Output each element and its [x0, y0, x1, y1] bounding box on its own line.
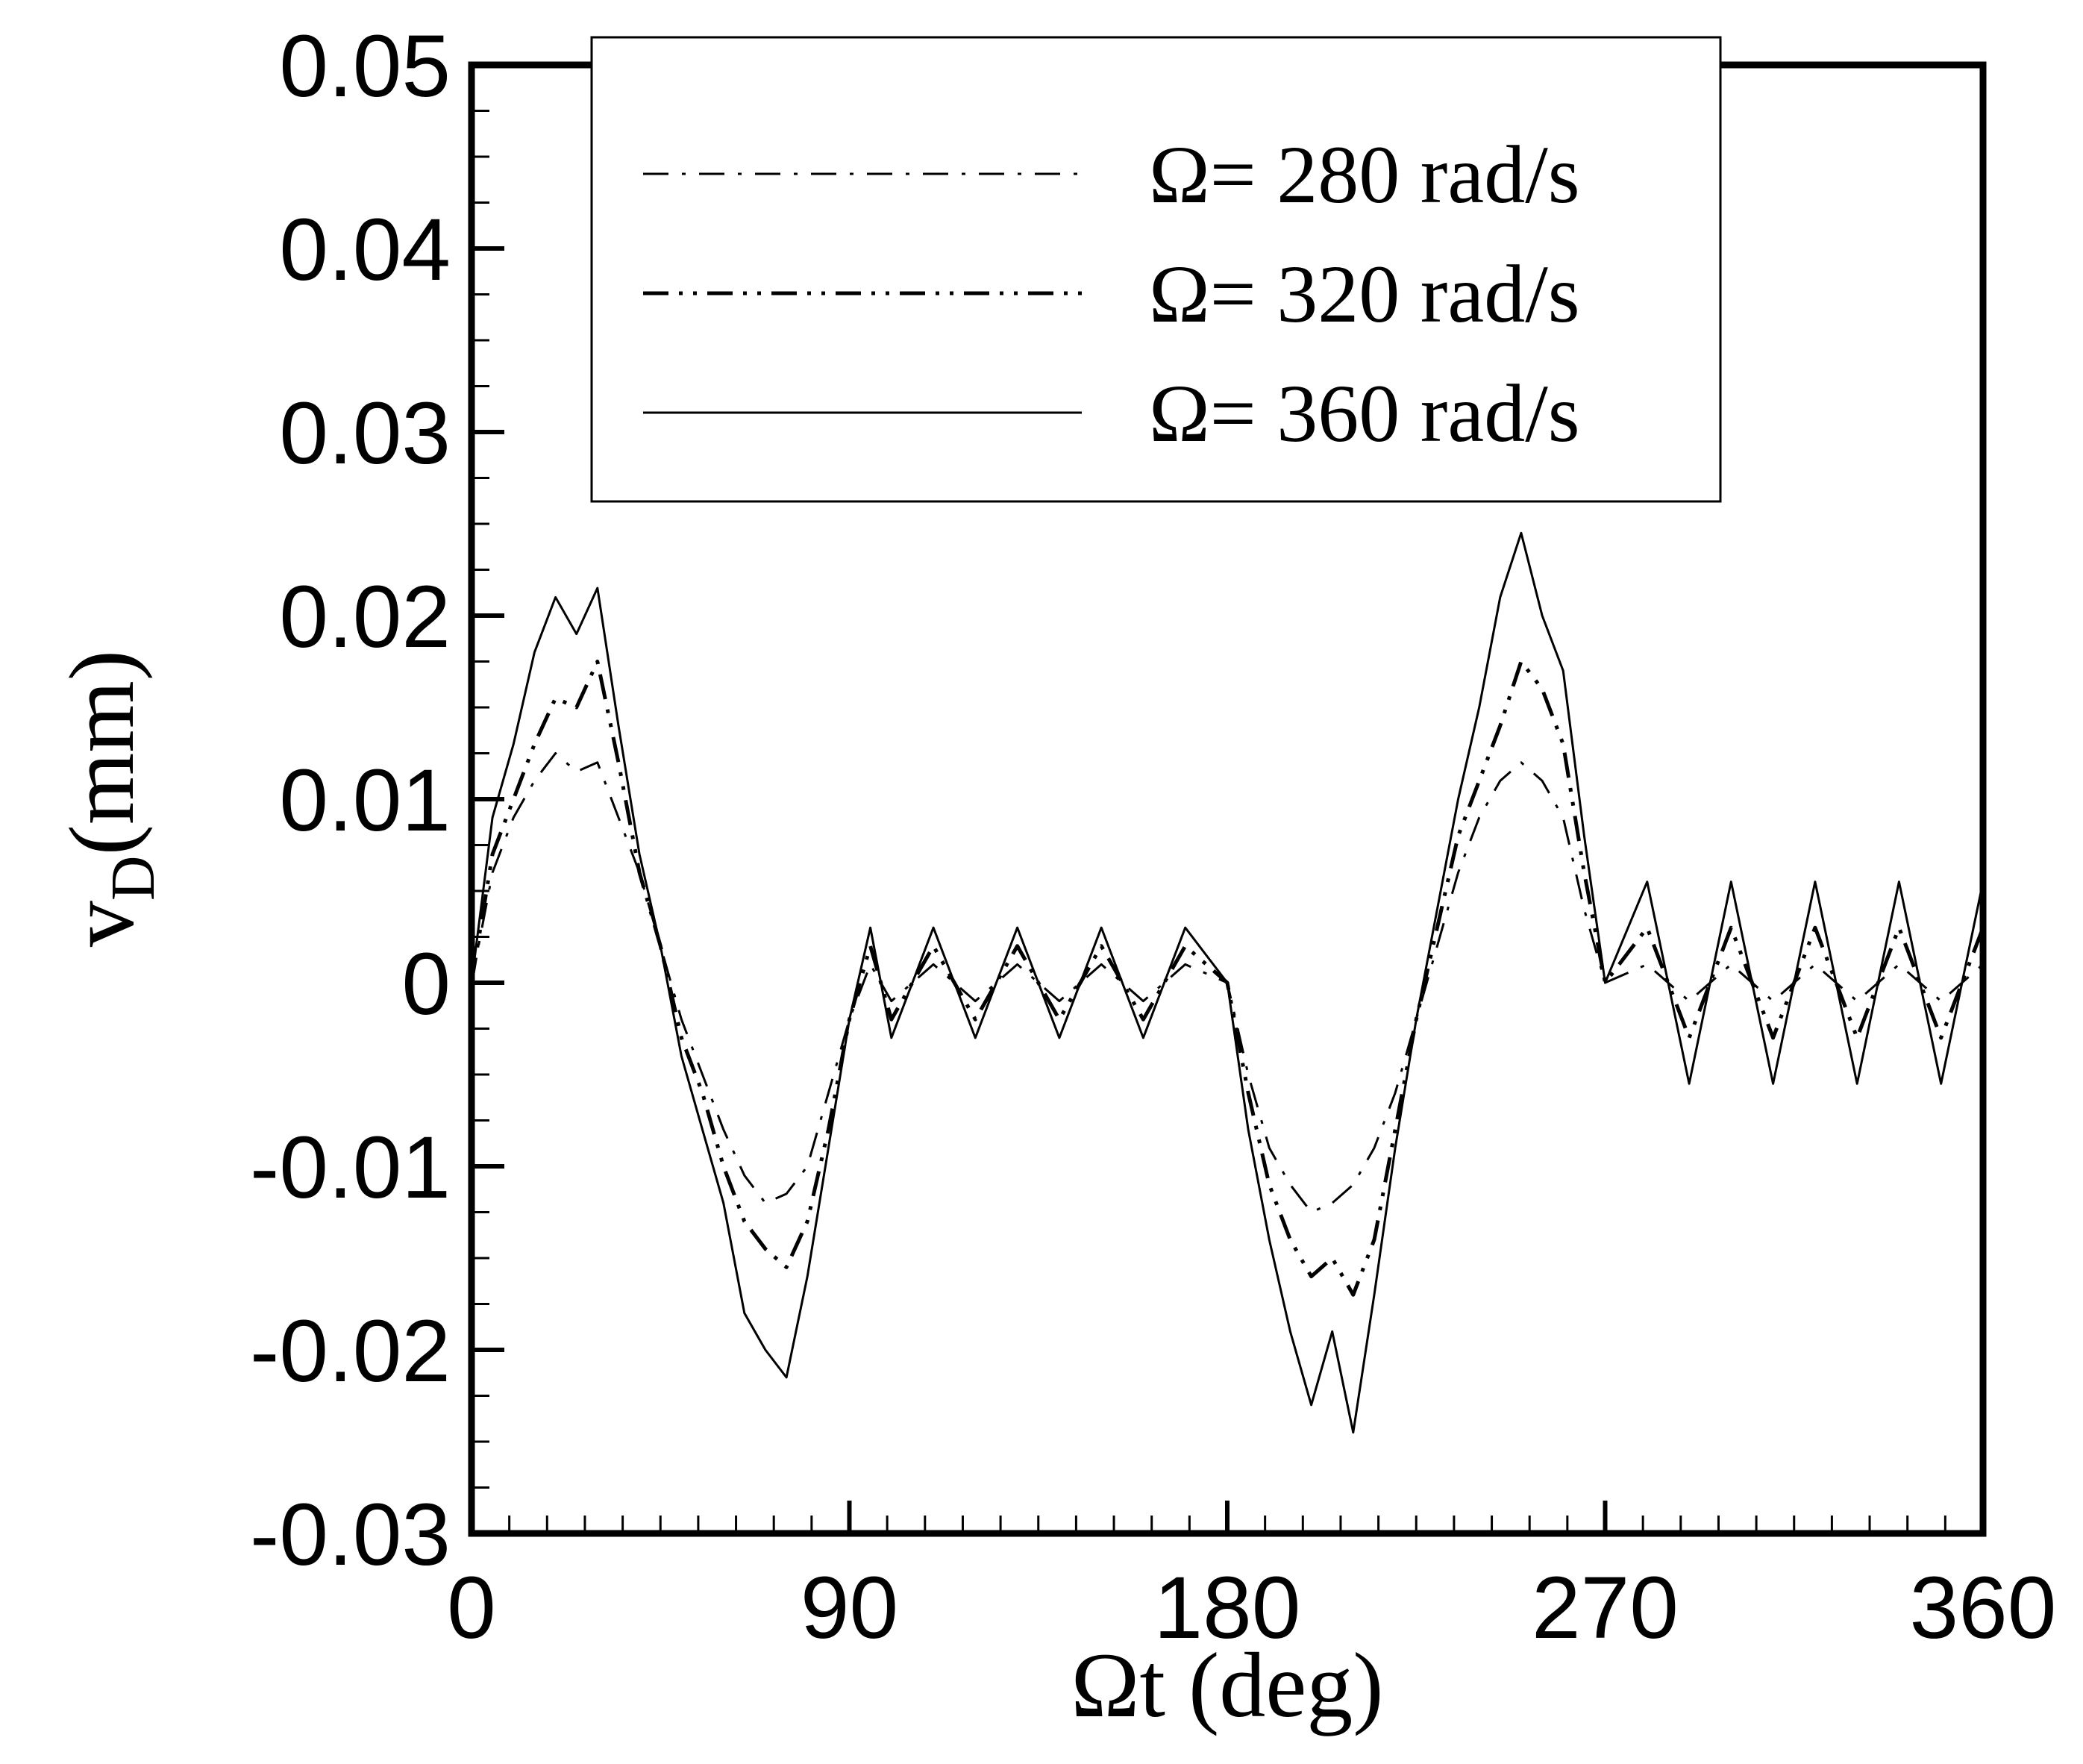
legend-label-2: Ω= 320 rad/s — [1149, 248, 1580, 340]
series-line-3 — [472, 531, 1983, 1434]
y-axis-title-main: v — [51, 901, 153, 947]
legend-box — [590, 36, 1722, 503]
y-tick-label: 0 — [401, 935, 451, 1033]
legend-label-1: Ω= 280 rad/s — [1149, 129, 1580, 220]
tick-labels: 0 90 180 270 360 -0.03 -0.02 -0.01 0 0.01 0.02 0.03… — [250, 17, 2056, 1657]
x-tick-label: 0 — [447, 1559, 496, 1657]
x-tick-label: 270 — [1532, 1559, 1679, 1657]
y-tick-label: 0.01 — [279, 751, 451, 850]
x-tick-label: 180 — [1154, 1559, 1301, 1657]
series-line-1 — [472, 752, 1983, 1213]
y-tick-label: -0.01 — [250, 1119, 451, 1217]
series-lines — [472, 531, 1983, 1434]
y-tick-label: 0.02 — [279, 568, 451, 666]
y-tick-label: 0.03 — [279, 384, 451, 483]
y-tick-label: 0.04 — [279, 201, 451, 299]
y-tick-label: 0.05 — [279, 17, 451, 116]
x-tick-label: 360 — [1910, 1559, 2057, 1657]
y-axis-title: vD(mm) — [51, 650, 168, 947]
y-tick-label: -0.03 — [250, 1486, 451, 1584]
y-tick-label: -0.02 — [250, 1302, 451, 1401]
x-axis-title: Ωt (deg) — [1071, 1634, 1383, 1736]
series-line-2 — [472, 660, 1983, 1297]
legend-label-3: Ω= 360 rad/s — [1149, 368, 1580, 459]
x-tick-label: 90 — [801, 1559, 898, 1657]
y-axis-title-text: vD(mm) — [51, 650, 168, 947]
y-axis-title-sub: D — [98, 855, 168, 901]
legend: Ω= 280 rad/s Ω= 320 rad/s Ω= 360 rad/s — [590, 36, 1722, 503]
y-axis-title-unit: (mm) — [51, 650, 153, 856]
